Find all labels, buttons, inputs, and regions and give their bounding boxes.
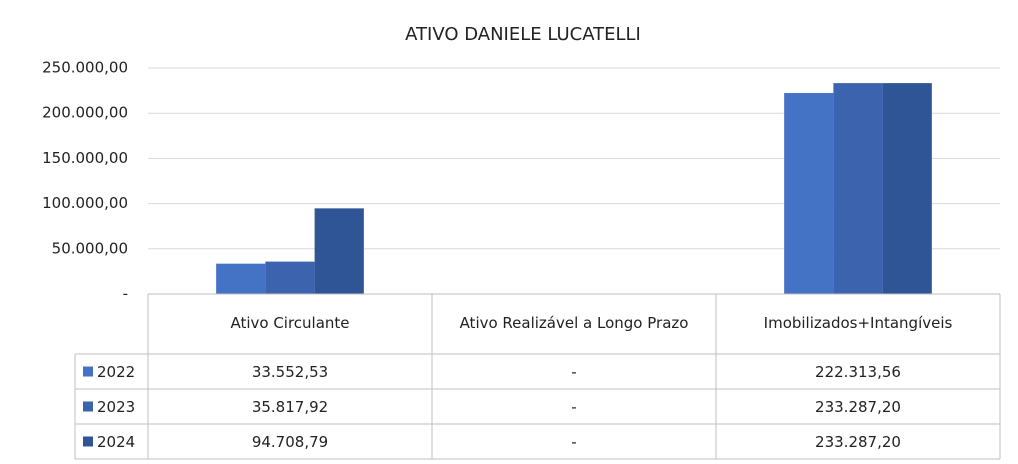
legend-label: 2023 — [97, 398, 135, 416]
bar — [833, 83, 883, 294]
data-label: - — [571, 433, 576, 451]
category-label-box: Ativo Realizável a Longo Prazo — [459, 314, 689, 333]
y-tick-label: 150.000,00 — [42, 149, 128, 167]
legend-key — [83, 401, 93, 412]
bar — [882, 83, 932, 294]
data-label: 35.817,92 — [252, 398, 328, 416]
y-tick-label: 50.000,00 — [52, 239, 128, 257]
data-label: 233.287,20 — [815, 433, 901, 451]
category-label-box: Imobilizados+Intangíveis — [763, 314, 953, 333]
bar — [216, 263, 266, 294]
chart-title: ATIVO DANIELE LUCATELLI — [405, 24, 641, 45]
y-tick-label: 100.000,00 — [42, 194, 128, 212]
legend-label: 2024 — [97, 433, 135, 451]
y-tick-label: - — [123, 285, 128, 303]
bar — [265, 261, 315, 294]
data-label: 33.552,53 — [252, 363, 328, 381]
legend-key — [83, 366, 93, 377]
bar — [784, 93, 834, 295]
data-label: - — [571, 363, 576, 381]
bar — [314, 208, 364, 294]
data-label: 222.313,56 — [815, 363, 901, 381]
data-label: 94.708,79 — [252, 433, 328, 451]
category-label: Ativo Circulante — [230, 314, 350, 333]
legend-label: 2022 — [97, 363, 135, 381]
data-label: - — [571, 398, 576, 416]
y-tick-label: 250.000,00 — [42, 59, 128, 77]
legend-key — [83, 436, 93, 447]
data-label: 233.287,20 — [815, 398, 901, 416]
category-label-box: Ativo Circulante — [230, 314, 350, 333]
category-label: Ativo Realizável a Longo Prazo — [459, 314, 689, 333]
y-tick-label: 200.000,00 — [42, 104, 128, 122]
category-label: Imobilizados+Intangíveis — [763, 314, 953, 333]
